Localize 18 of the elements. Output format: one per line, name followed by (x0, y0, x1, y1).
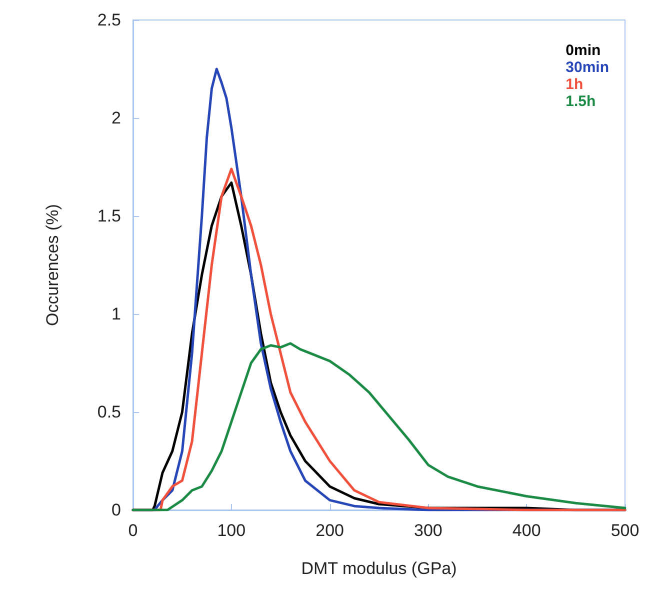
x-tick-label: 500 (610, 521, 640, 540)
y-tick-label: 2.5 (97, 10, 121, 30)
x-tick-label: 400 (512, 521, 541, 540)
y-tick-label: 1 (112, 304, 121, 324)
x-tick-label: 0 (128, 521, 138, 540)
x-tick-label: 300 (414, 521, 442, 540)
text: 30min (566, 59, 610, 76)
text: 0min (566, 42, 601, 59)
y-axis-title: Occurences (%) (43, 204, 62, 326)
x-tick-label: 100 (217, 521, 246, 540)
text: 1.5h (566, 93, 596, 110)
y-tick-label: 0.5 (97, 402, 121, 422)
x-axis-title: DMT modulus (GPa) (301, 559, 457, 578)
y-tick-label: 2 (112, 108, 121, 128)
y-tick-label: 1.5 (97, 206, 121, 226)
y-tick-label: 0 (112, 500, 121, 520)
x-tick-label: 200 (316, 521, 344, 540)
text: 1h (566, 76, 584, 93)
